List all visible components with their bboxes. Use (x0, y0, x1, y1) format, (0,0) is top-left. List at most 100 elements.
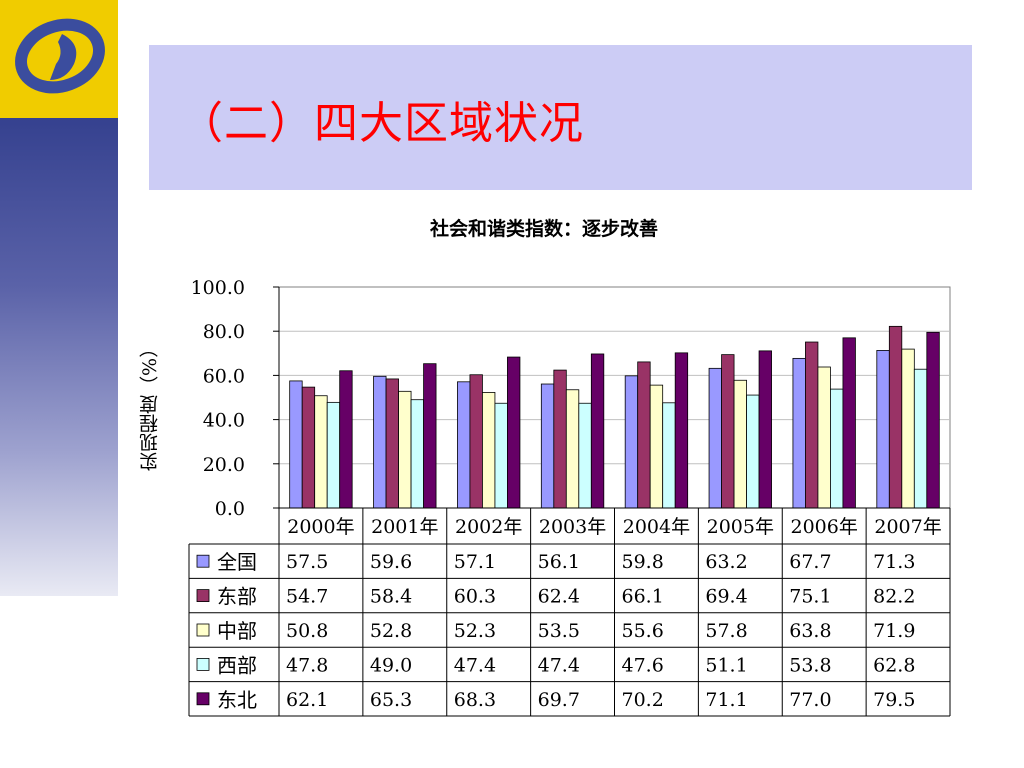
y-tick-label: 0.0 (215, 498, 245, 520)
bar (410, 399, 424, 509)
table-cell-value: 58.4 (370, 586, 412, 608)
x-tick-label: 2005年 (707, 516, 774, 538)
bar (758, 350, 772, 509)
table-cell-value: 47.4 (454, 654, 496, 676)
x-tick-label: 2001年 (371, 516, 438, 538)
bar (888, 325, 903, 509)
table-cell-value: 62.1 (286, 689, 328, 711)
table-cell-value: 52.8 (370, 620, 412, 642)
table-cell-value: 63.8 (789, 620, 831, 642)
bar (913, 368, 928, 509)
legend-key (196, 589, 210, 602)
x-tick-label: 2003年 (539, 516, 606, 538)
table-cell-value: 53.5 (538, 620, 580, 642)
bar (876, 350, 890, 509)
table-cell-value: 47.6 (622, 654, 664, 676)
table-cell-value: 66.1 (622, 586, 664, 608)
bar (540, 383, 555, 509)
x-tick-label: 2002年 (455, 516, 522, 538)
table-cell-value: 59.6 (370, 551, 412, 573)
y-tick-label: 40.0 (203, 410, 245, 432)
bar (830, 388, 844, 509)
legend-key (196, 623, 210, 637)
table-cell-value: 59.8 (622, 551, 664, 573)
bar (590, 353, 605, 509)
title-panel: （二）四大区域状况 (149, 45, 972, 190)
legend-label: 中部 (217, 619, 257, 643)
bar (457, 381, 471, 509)
bar (314, 395, 328, 509)
bar (385, 378, 399, 509)
bar (565, 389, 580, 509)
table-cell-value: 53.8 (789, 654, 831, 676)
legend-label: 东部 (217, 585, 257, 609)
table-cell-value: 82.2 (873, 586, 915, 608)
table-cell-value: 47.4 (538, 654, 580, 676)
bar (674, 352, 689, 509)
legend-label: 西部 (217, 653, 257, 677)
bar (637, 361, 651, 509)
table-cell-value: 57.8 (705, 620, 747, 642)
y-tick-label: 20.0 (203, 454, 245, 476)
y-tick-label: 60.0 (203, 365, 245, 387)
table-cell-value: 75.1 (789, 586, 831, 608)
bar (469, 374, 483, 509)
bar (326, 401, 341, 509)
table-cell-value: 57.1 (454, 551, 496, 573)
bar (733, 379, 747, 509)
y-tick-label: 100.0 (191, 277, 245, 299)
legend-key (196, 554, 210, 568)
legend-label: 全国 (217, 550, 257, 574)
legend-label: 东北 (217, 688, 257, 712)
bar (507, 356, 521, 509)
table-cell-value: 69.7 (538, 689, 580, 711)
table-cell-value: 79.5 (873, 689, 915, 711)
table-cell-value: 71.9 (873, 620, 915, 642)
table-cell-value: 56.1 (538, 551, 580, 573)
table-cell-value: 68.3 (454, 689, 496, 711)
bar (842, 337, 856, 509)
table-cell-value: 67.7 (789, 551, 831, 573)
bar (578, 402, 592, 509)
table-cell-value: 49.0 (370, 654, 412, 676)
stats-bureau-logo-icon (15, 18, 105, 94)
table-cell-value: 51.1 (705, 654, 747, 676)
bar (649, 384, 664, 509)
slide-title: （二）四大区域状况 (179, 98, 584, 149)
bar (746, 394, 760, 509)
bar (289, 380, 303, 509)
table-cell-value: 57.5 (286, 551, 328, 573)
table-cell-value: 62.8 (873, 654, 915, 676)
bar (792, 357, 806, 509)
legend-key (196, 692, 210, 706)
bar (423, 363, 437, 509)
table-cell-value: 62.4 (538, 586, 580, 608)
table-cell-value: 50.8 (286, 620, 328, 642)
bar (721, 354, 735, 509)
table-cell-value: 63.2 (705, 551, 747, 573)
bar (901, 348, 915, 509)
table-cell-value: 69.4 (705, 586, 747, 608)
x-tick-label: 2000年 (287, 516, 354, 538)
table-cell-value: 77.0 (789, 689, 831, 711)
bar (926, 331, 940, 509)
bar (482, 392, 496, 509)
bar (662, 402, 676, 509)
bar (301, 386, 316, 509)
x-tick-label: 2006年 (791, 516, 858, 538)
bar (398, 390, 412, 509)
bar (494, 402, 508, 509)
bar (817, 366, 831, 509)
bar (373, 375, 387, 509)
bar (624, 375, 639, 509)
x-tick-label: 2007年 (874, 516, 941, 538)
bar (553, 369, 567, 509)
table-cell-value: 52.3 (454, 620, 496, 642)
table-cell-value: 65.3 (370, 689, 412, 711)
side-bar (0, 118, 118, 596)
table-cell-value: 60.3 (454, 586, 496, 608)
table-cell-value: 47.8 (286, 654, 328, 676)
table-cell-value: 71.1 (705, 689, 747, 711)
logo-box (0, 0, 118, 118)
